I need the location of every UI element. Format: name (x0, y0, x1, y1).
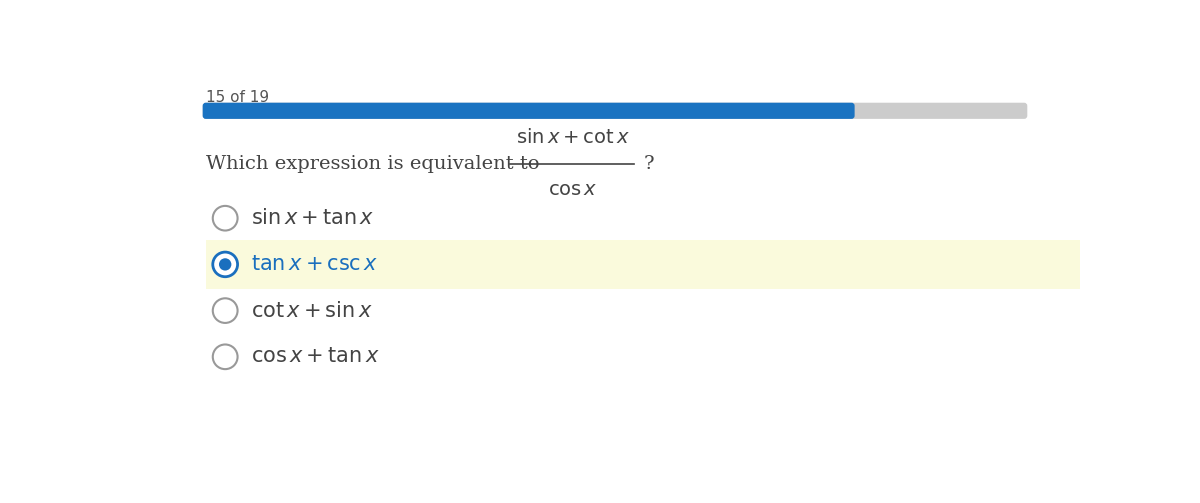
Text: $\tan x + \csc x$: $\tan x + \csc x$ (251, 255, 378, 275)
FancyBboxPatch shape (203, 103, 854, 119)
Ellipse shape (212, 298, 238, 323)
Text: $\sin x + \cot x$: $\sin x + \cot x$ (516, 128, 629, 147)
Ellipse shape (212, 206, 238, 230)
Ellipse shape (212, 252, 238, 277)
Text: Which expression is equivalent to: Which expression is equivalent to (206, 155, 539, 174)
Text: $\cos x$: $\cos x$ (547, 181, 598, 199)
Ellipse shape (218, 258, 232, 271)
Text: 15 of 19: 15 of 19 (206, 90, 269, 105)
FancyBboxPatch shape (203, 103, 1027, 119)
Ellipse shape (212, 345, 238, 369)
Text: $\cot x + \sin x$: $\cot x + \sin x$ (251, 301, 372, 320)
Text: ?: ? (643, 155, 654, 174)
Text: $\sin x + \tan x$: $\sin x + \tan x$ (251, 208, 374, 228)
FancyBboxPatch shape (206, 240, 1080, 289)
Text: $\cos x + \tan x$: $\cos x + \tan x$ (251, 347, 379, 366)
